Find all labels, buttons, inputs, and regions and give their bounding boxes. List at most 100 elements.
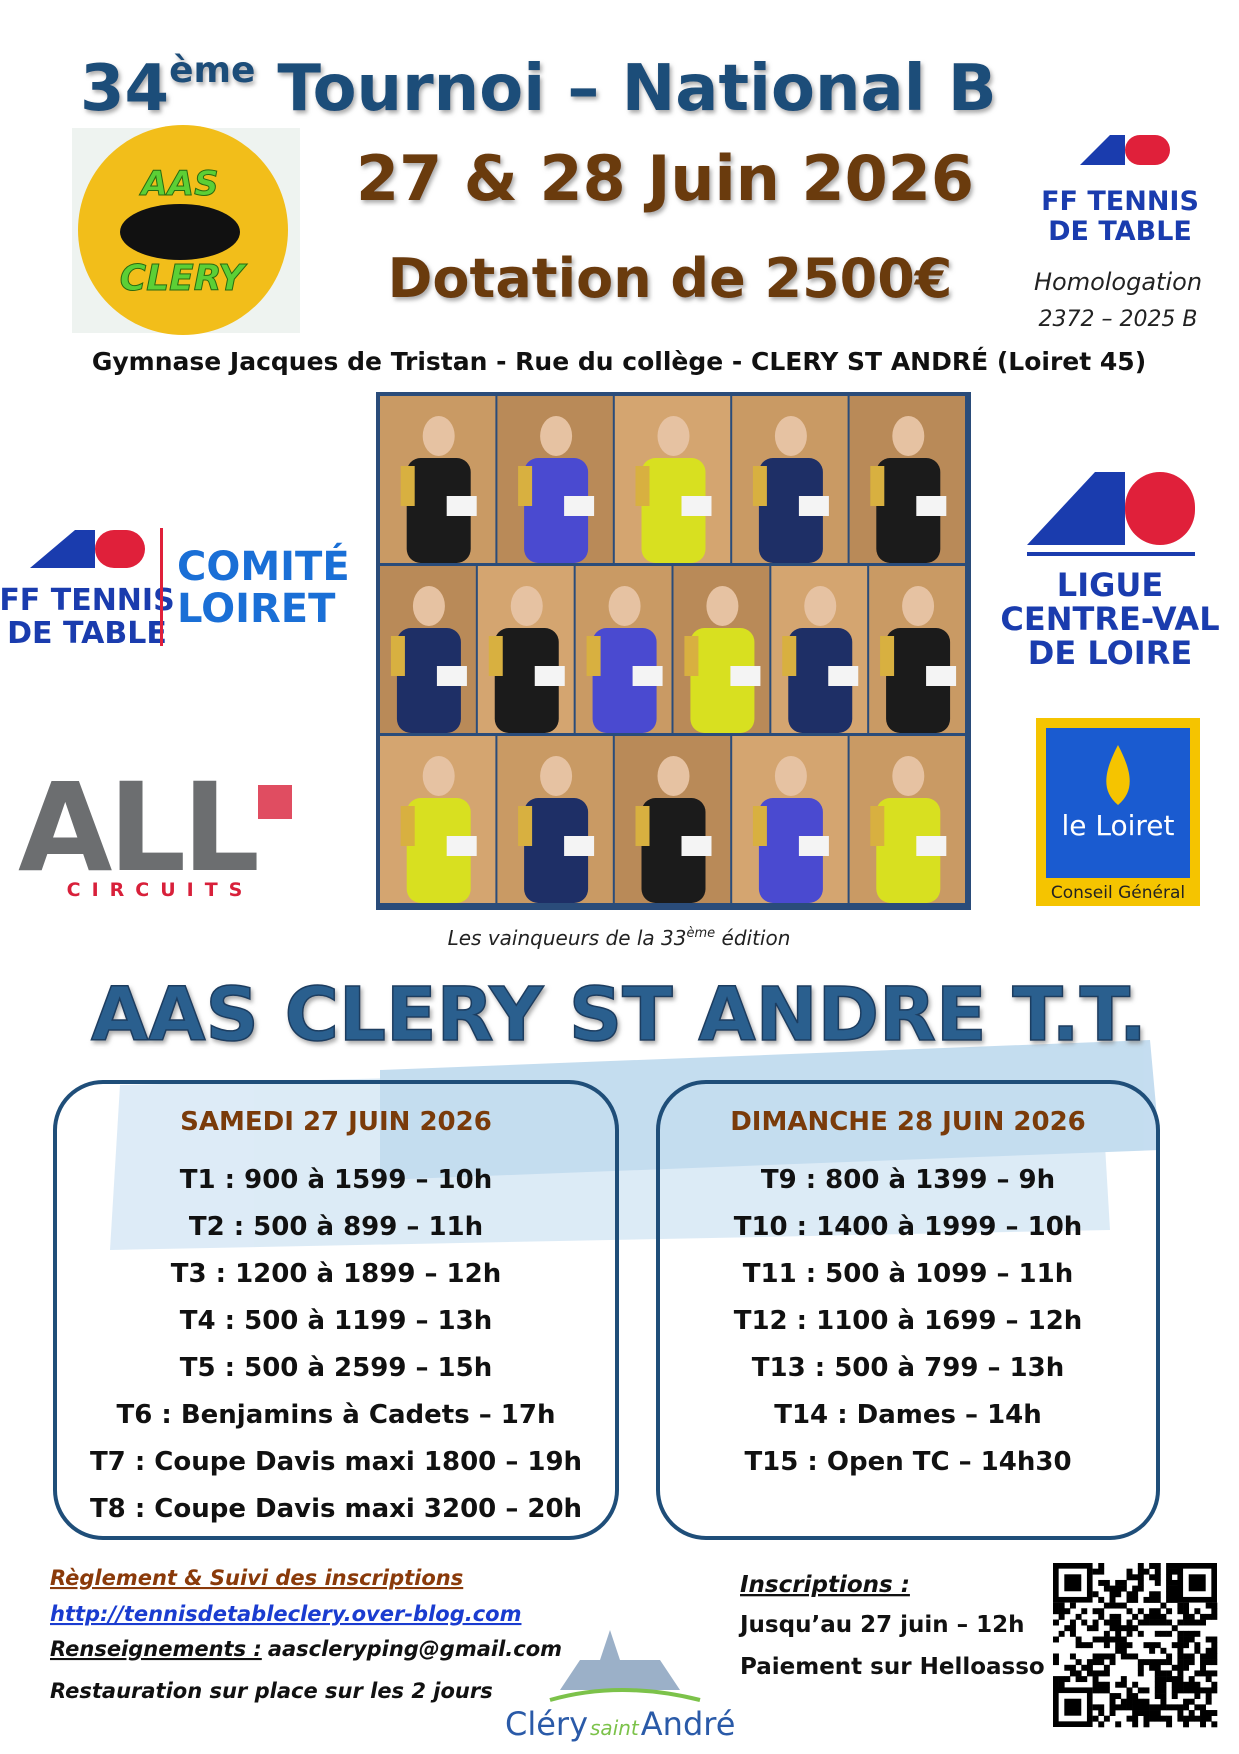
qr-module	[1103, 1636, 1110, 1643]
qr-module	[1205, 1687, 1212, 1694]
title-text: Tournoi – National B	[277, 52, 996, 126]
qr-module	[1120, 1653, 1127, 1660]
qr-module	[1115, 1585, 1122, 1592]
town-name-part: saint	[590, 1716, 640, 1740]
qr-module	[1183, 1619, 1190, 1626]
qr-module	[1149, 1642, 1156, 1649]
qr-module	[1205, 1676, 1212, 1683]
photo-trophy	[390, 636, 405, 676]
photo-person	[422, 756, 455, 796]
photo-trophy	[518, 466, 533, 506]
qr-module	[1160, 1681, 1167, 1688]
comite-name: LOIRET	[177, 586, 336, 632]
qr-module	[1183, 1715, 1190, 1722]
qr-module	[1075, 1613, 1082, 1620]
qr-module	[1137, 1630, 1144, 1637]
qr-module	[1177, 1670, 1184, 1677]
qr-module	[1188, 1619, 1195, 1626]
qr-module	[1177, 1647, 1184, 1654]
qr-module	[1053, 1659, 1059, 1666]
fftt-mark	[1125, 135, 1170, 165]
club-logo-text: CLERY	[120, 258, 248, 299]
qr-module	[1137, 1608, 1144, 1615]
qr-module	[1177, 1687, 1184, 1694]
qr-module	[1109, 1619, 1116, 1626]
qr-module	[1183, 1613, 1190, 1620]
photo-trophy	[870, 466, 885, 506]
photo-person	[540, 756, 573, 796]
qr-module	[1098, 1613, 1105, 1620]
qr-module	[1171, 1676, 1178, 1683]
qr-module	[1177, 1664, 1184, 1671]
qr-module	[1086, 1642, 1093, 1649]
event: T1 : 900 à 1599 – 10h	[180, 1165, 492, 1195]
qr-module	[1183, 1630, 1190, 1637]
comite-name: COMITÉ	[177, 542, 350, 590]
qr-module	[1053, 1602, 1059, 1609]
photo-envelope	[436, 666, 467, 686]
qr-module	[1115, 1721, 1122, 1728]
qr-module	[1205, 1710, 1212, 1716]
photo-person	[886, 628, 951, 733]
qr-module	[1086, 1670, 1093, 1677]
qr-module	[1115, 1704, 1122, 1711]
qr-module	[1154, 1670, 1161, 1677]
qr-module	[1154, 1715, 1161, 1722]
event: T10 : 1400 à 1999 – 10h	[734, 1212, 1083, 1242]
loiret-lily	[1106, 745, 1130, 805]
photo-person	[422, 416, 455, 456]
town-leaf	[549, 1688, 701, 1702]
qr-module	[1109, 1585, 1116, 1592]
qr-module	[1160, 1647, 1167, 1654]
qr-module	[1166, 1653, 1173, 1660]
fftt-mark	[1080, 135, 1125, 165]
qr-module	[1194, 1670, 1201, 1677]
qr-module	[1154, 1630, 1161, 1637]
qr-module	[1120, 1698, 1127, 1705]
qr-module	[1103, 1630, 1110, 1637]
club-name: AAS CLERY ST ANDRE T.T.	[91, 972, 1147, 1058]
qr-module	[1103, 1642, 1110, 1649]
qr-module	[1098, 1710, 1105, 1716]
photo-person	[608, 586, 641, 626]
qr-module	[1086, 1659, 1093, 1666]
qr-module	[1154, 1574, 1161, 1581]
qr-module	[1075, 1676, 1082, 1683]
photo-trophy	[782, 636, 797, 676]
qr-module	[1143, 1687, 1150, 1694]
qr-module	[1086, 1664, 1093, 1671]
qr-module	[1058, 1630, 1065, 1637]
qr-module	[1115, 1579, 1122, 1586]
qr-module	[1160, 1693, 1167, 1700]
qr-module	[1069, 1653, 1076, 1660]
qr-module	[1200, 1619, 1206, 1626]
blog-link[interactable]: http://tennisdetableclery.over-blog.com	[50, 1602, 521, 1626]
photo-person	[876, 458, 941, 563]
qr-module	[1103, 1687, 1110, 1694]
photo-person	[758, 458, 823, 563]
qr-module	[1188, 1681, 1195, 1688]
qr-module	[1132, 1613, 1139, 1620]
sponsor-subtitle: CIRCUITS	[67, 879, 254, 901]
qr-module	[1166, 1659, 1173, 1666]
qr-module	[1120, 1647, 1127, 1654]
qr-module	[1211, 1642, 1218, 1649]
qr-module	[1211, 1608, 1218, 1615]
qr-module	[1177, 1676, 1184, 1683]
schedule-box	[53, 1080, 619, 1540]
qr-module	[1132, 1721, 1139, 1728]
qr-module	[1132, 1704, 1139, 1711]
qr-module	[1154, 1676, 1161, 1683]
qr-code	[1053, 1563, 1218, 1728]
qr-module	[1166, 1619, 1173, 1626]
qr-module	[1211, 1647, 1218, 1654]
prize: Dotation de 2500€	[388, 247, 953, 310]
qr-module	[1115, 1591, 1122, 1598]
registration-title: Inscriptions :	[740, 1572, 910, 1598]
qr-module	[1092, 1659, 1099, 1666]
caption-text: Les vainqueurs de la	[448, 926, 661, 950]
qr-module	[1211, 1681, 1218, 1688]
qr-module	[1177, 1715, 1184, 1722]
qr-module	[1053, 1608, 1059, 1615]
qr-module	[1075, 1636, 1082, 1643]
